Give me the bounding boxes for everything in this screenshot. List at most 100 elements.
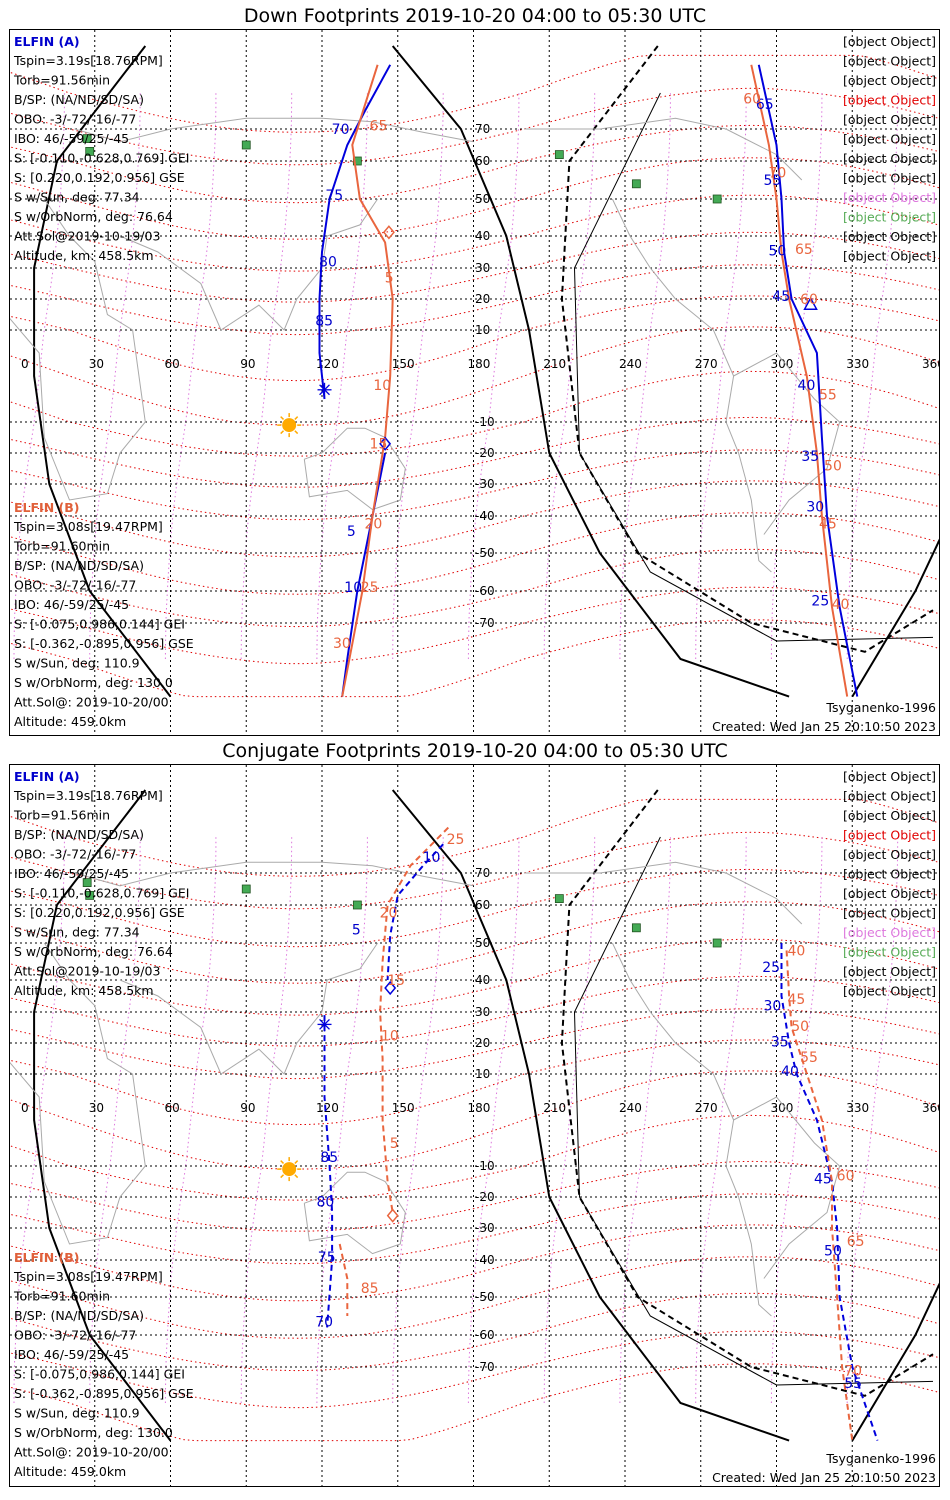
elfin-a-info-line: Att.Sol@2019-10-19/03 bbox=[14, 964, 160, 979]
elfin-b-header: ELFIN (B) bbox=[14, 1250, 79, 1265]
longitude-label: 0 bbox=[21, 357, 29, 371]
mag-latitude-line bbox=[10, 1114, 939, 1201]
longitude-label: 240 bbox=[619, 357, 642, 371]
mag-meridian-line bbox=[543, 836, 596, 1404]
mag-meridian-line bbox=[467, 837, 520, 1404]
elfin-a-track bbox=[757, 64, 859, 697]
elfin-b-tick-label: 5 bbox=[385, 270, 394, 286]
mag-meridian-line bbox=[846, 836, 899, 1404]
longitude-label: 180 bbox=[468, 1101, 491, 1115]
elfin-b-info-line: B/SP: (NA/ND/SD/SA) bbox=[14, 1308, 144, 1323]
conjugate-panel-title: Conjugate Footprints 2019-10-20 04:00 to… bbox=[222, 740, 728, 762]
longitude-label: 150 bbox=[392, 357, 415, 371]
legend-line: [object Object] bbox=[843, 54, 936, 69]
elfin-a-info-line: S w/Sun, deg: 77.34 bbox=[14, 925, 140, 940]
elfin-b-tick-label: 15 bbox=[387, 973, 405, 989]
longitude-label: 90 bbox=[240, 357, 255, 371]
coastline bbox=[119, 198, 379, 331]
mag-latitude-line bbox=[10, 1070, 939, 1170]
latitude-label: 70 bbox=[475, 866, 490, 880]
longitude-label: 180 bbox=[468, 357, 491, 371]
legend-line: [object Object] bbox=[843, 867, 936, 882]
legend-line: [object Object] bbox=[843, 132, 936, 147]
down-map-frame: 0306090120150180210240270300330360706050… bbox=[9, 29, 940, 736]
vlf-station-marker bbox=[82, 134, 92, 143]
elfin-a-tick-label: 75 bbox=[325, 188, 343, 204]
coastline bbox=[303, 427, 406, 511]
vlf-station-marker bbox=[712, 938, 722, 948]
geo-grid bbox=[10, 765, 939, 1486]
elfin-a-info-line: Torb=91.56min bbox=[13, 808, 110, 823]
mag-meridian-line bbox=[89, 92, 141, 660]
longitude-label: 300 bbox=[771, 357, 794, 371]
elfin-b-tick-label: 25 bbox=[361, 580, 379, 596]
elfin-a-info-line: IBO: 46/-59/25/-45 bbox=[14, 131, 129, 146]
longitude-label: 150 bbox=[392, 1101, 415, 1115]
latitude-label: -20 bbox=[475, 1190, 495, 1204]
elfin-b-tick-label: 45 bbox=[819, 516, 837, 532]
elfin-b-info-line: IBO: 46/-59/25/-45 bbox=[14, 597, 129, 612]
sun-icon bbox=[282, 1162, 297, 1177]
vlf-station-marker bbox=[712, 194, 722, 204]
terminator-center bbox=[391, 45, 790, 698]
mag-meridian-line bbox=[392, 836, 444, 1404]
legend-line: [object Object] bbox=[843, 249, 936, 264]
elfin-a-tick-label: 25 bbox=[811, 594, 829, 610]
mag-meridian-line bbox=[316, 837, 368, 1404]
elfin-b-tick-label: 40 bbox=[832, 597, 850, 613]
elfin-a-tick-label: 25 bbox=[762, 960, 780, 976]
elfin-a-info-line: Torb=91.56min bbox=[13, 73, 110, 88]
latitude-label: -30 bbox=[475, 1221, 495, 1235]
elfin-b-tick-label: 60 bbox=[743, 91, 761, 107]
elfin-b-tick-label: 15 bbox=[370, 437, 388, 453]
latitude-label: -70 bbox=[475, 616, 495, 630]
elfin-a-info-line: Att.Sol@2019-10-19/03 bbox=[14, 229, 160, 244]
latitude-label: -60 bbox=[475, 1328, 495, 1342]
mag-grid bbox=[10, 798, 939, 1442]
latitude-label: -40 bbox=[475, 1253, 495, 1267]
elfin-a-header: ELFIN (A) bbox=[14, 769, 80, 784]
latitude-label: 20 bbox=[475, 1036, 490, 1050]
elfin-a-tick-label: 80 bbox=[319, 255, 337, 271]
vlf-station-marker bbox=[631, 179, 641, 189]
terminator-center bbox=[391, 789, 790, 1442]
elfin-b-info-line: Altitude: 459.0km bbox=[14, 714, 126, 729]
longitude-label: 240 bbox=[619, 1101, 642, 1115]
longitude-label: 120 bbox=[316, 1101, 339, 1115]
mag-meridian-line bbox=[89, 836, 141, 1404]
mag-meridian-line bbox=[240, 836, 293, 1404]
elfin-b-tick-label: 65 bbox=[370, 118, 388, 134]
elfin-b-info-line: S: [-0.075,0.986,0.144] GEI bbox=[14, 617, 185, 632]
mag-latitude-line bbox=[10, 326, 939, 426]
elfin-a-info-line: B/SP: (NA/ND/SD/SA) bbox=[14, 827, 144, 842]
latitude-label: -40 bbox=[475, 509, 495, 523]
longitude-label: 210 bbox=[543, 1101, 566, 1115]
elfin-b-track bbox=[341, 64, 394, 697]
elfin-a-tick-label: 70 bbox=[315, 1315, 333, 1331]
end-asterisk bbox=[319, 384, 330, 396]
legend-line: [object Object] bbox=[843, 769, 936, 784]
mag-meridian-line bbox=[619, 93, 671, 660]
terminator-100km bbox=[573, 92, 934, 642]
geo-grid bbox=[10, 30, 939, 735]
mag-meridian-line bbox=[543, 92, 596, 660]
terminator-left bbox=[33, 45, 172, 698]
conjugate-map-svg: 0 30 60 90 120 150 180 210 240 270 300 330 360 70 60 50… bbox=[10, 765, 939, 1486]
elfin-a-tick-label: 30 bbox=[806, 499, 824, 515]
elfin-b-tick-label: 70 bbox=[844, 1364, 862, 1380]
elfin-b-info-line: Att.Sol@: 2019-10-20/00 bbox=[14, 695, 169, 710]
elfin-b-tick-label: 70 bbox=[769, 165, 787, 181]
elfin-a-tick-label: 75 bbox=[318, 1250, 336, 1266]
elfin-a-tick-label: 80 bbox=[317, 1195, 335, 1211]
vlf-station-marker bbox=[554, 894, 564, 904]
elfin-b-tick-label: 25 bbox=[447, 832, 465, 848]
legend-line: [object Object] bbox=[843, 190, 936, 205]
elfin-b-tick-label: 10 bbox=[373, 378, 391, 394]
latitude-label: 10 bbox=[475, 1067, 490, 1081]
elfin-a-info-line: OBO: -3/-72/-16/-77 bbox=[14, 847, 136, 862]
latitude-label: 70 bbox=[475, 122, 490, 136]
elfin-b-header: ELFIN (B) bbox=[14, 500, 79, 515]
created-timestamp: Created: Wed Jan 25 20:10:50 2023 bbox=[712, 719, 936, 734]
longitude-label: 60 bbox=[165, 1101, 180, 1115]
mag-meridian-line bbox=[695, 836, 747, 1404]
